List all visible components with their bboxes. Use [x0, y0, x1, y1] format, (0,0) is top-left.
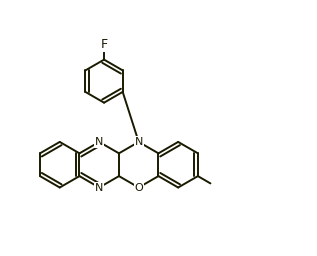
Text: O: O [134, 183, 143, 193]
Text: N: N [95, 137, 103, 147]
Text: N: N [95, 183, 103, 193]
Text: N: N [134, 137, 143, 147]
Text: F: F [100, 38, 107, 51]
